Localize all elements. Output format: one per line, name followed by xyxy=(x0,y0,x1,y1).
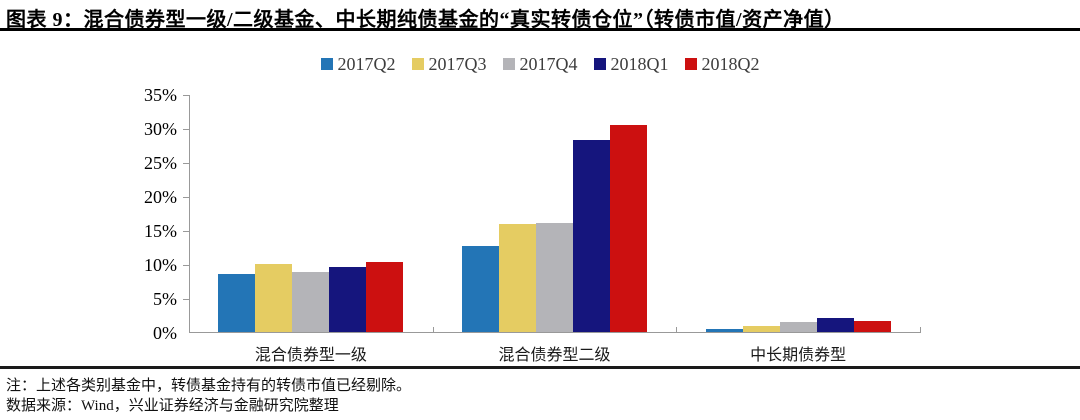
bar-2017Q3-category-1 xyxy=(255,264,293,332)
y-axis-label-35%: 35% xyxy=(144,85,177,105)
legend-item-2017Q2: 2017Q2 xyxy=(320,53,396,75)
legend-item-2017Q3: 2017Q3 xyxy=(411,53,487,75)
legend-label: 2018Q1 xyxy=(610,53,669,74)
title-divider xyxy=(0,28,1080,31)
bar-2017Q2-category-2 xyxy=(462,245,499,332)
legend-swatch-2017Q4 xyxy=(502,58,515,70)
legend-item-2018Q2: 2018Q2 xyxy=(684,53,760,75)
legend-label: 2017Q2 xyxy=(337,53,396,74)
legend-item-2018Q1: 2018Q1 xyxy=(593,53,669,75)
chart-legend: 2017Q2 2017Q3 2017Q4 2018Q1 2018Q2 xyxy=(0,53,1080,75)
y-axis-label-10%: 10% xyxy=(144,255,177,275)
bar-2017Q4-category-2 xyxy=(536,223,573,332)
figure-title: 图表 9：混合债券型一级/二级基金、中长期纯债基金的“真实转债仓位”（转债市值/… xyxy=(6,9,845,31)
bar-2017Q4-category-1 xyxy=(292,272,330,332)
y-axis-label-20%: 20% xyxy=(144,187,177,207)
x-axis-boundary-tick xyxy=(432,327,434,332)
x-axis-boundary-tick xyxy=(920,327,921,332)
figure-note: 注：上述各类别基金中，转债基金持有的转债市值已经剔除。 xyxy=(6,378,412,394)
y-axis-tick-10% xyxy=(183,264,189,266)
legend-swatch-2017Q2 xyxy=(320,58,333,70)
bar-2018Q1-category-3 xyxy=(816,317,854,332)
x-axis-category-label: 混合债券型二级 xyxy=(498,347,611,364)
legend-swatch-2017Q3 xyxy=(411,58,424,70)
y-axis-label-5%: 5% xyxy=(153,289,177,309)
y-axis-tick-15% xyxy=(183,230,189,232)
y-axis-line xyxy=(189,95,190,333)
y-axis-tick-25% xyxy=(183,162,189,164)
y-axis-label-25%: 25% xyxy=(144,153,177,173)
bar-chart-plot: 0% 5% 10% 15% 20% 25% 30% 35% 混合债券型一级 混合债券型二级 中长期债… xyxy=(144,85,921,364)
y-axis-label-15%: 15% xyxy=(144,221,177,241)
y-axis-tick-35% xyxy=(183,94,189,96)
y-axis-label-0%: 0% xyxy=(153,323,177,343)
legend-swatch-2018Q1 xyxy=(593,58,606,70)
legend-item-2017Q4: 2017Q4 xyxy=(502,53,578,75)
legend-swatch-2018Q2 xyxy=(684,58,697,70)
bar-2018Q2-category-3 xyxy=(853,321,891,332)
y-axis-tick-5% xyxy=(183,298,189,300)
y-axis-label-30%: 30% xyxy=(144,119,177,139)
footer-divider xyxy=(0,366,1080,369)
bar-2018Q1-category-2 xyxy=(573,140,610,332)
bar-2017Q3-category-2 xyxy=(499,223,536,332)
bar-2018Q2-category-2 xyxy=(610,125,647,332)
bar-2017Q4-category-3 xyxy=(779,322,817,332)
x-axis-line xyxy=(189,332,921,333)
legend-label: 2017Q4 xyxy=(519,53,578,74)
figure-source: 数据来源：Wind，兴业证券经济与金融研究院整理 xyxy=(6,398,339,414)
x-axis-category-label: 中长期债券型 xyxy=(750,347,847,364)
bar-2017Q3-category-3 xyxy=(742,325,780,332)
y-axis-tick-20% xyxy=(183,196,189,198)
y-axis-tick-30% xyxy=(183,128,189,130)
legend-label: 2018Q2 xyxy=(701,53,760,74)
x-axis-category-label: 混合债券型一级 xyxy=(254,347,367,364)
bar-2017Q2-category-1 xyxy=(218,274,256,332)
bar-2018Q2-category-1 xyxy=(366,261,404,332)
legend-label: 2017Q3 xyxy=(428,53,487,74)
x-axis-boundary-tick xyxy=(676,327,678,332)
bar-2018Q1-category-1 xyxy=(329,266,367,332)
bar-2017Q2-category-3 xyxy=(705,328,743,332)
